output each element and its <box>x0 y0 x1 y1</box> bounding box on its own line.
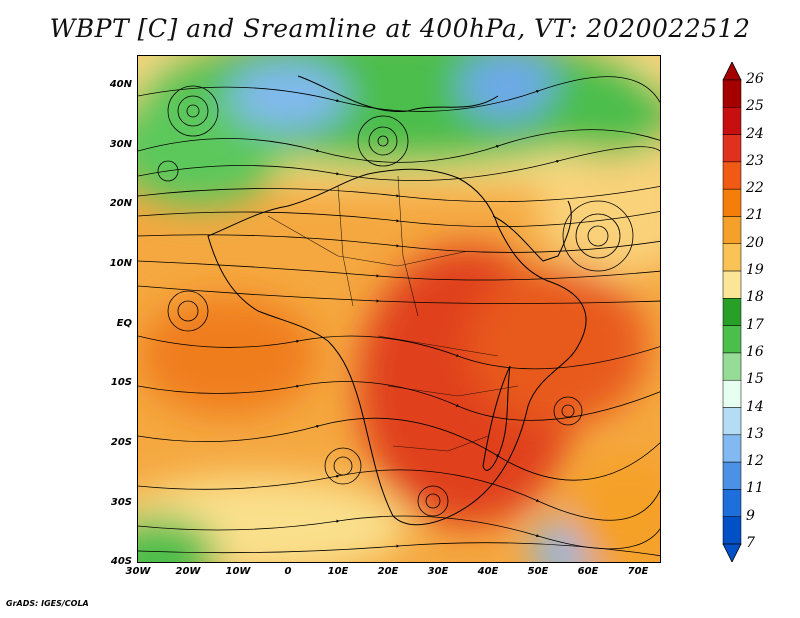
colorbar-segment <box>722 79 742 108</box>
lon-label-20w: 20W <box>175 566 201 577</box>
lon-label-70e: 70E <box>627 566 649 577</box>
map-panel <box>137 55 661 563</box>
colorbar-segment <box>722 516 742 545</box>
colorbar-level-label: 19 <box>746 262 764 279</box>
credit-text: GrADS: IGES/COLA <box>6 599 89 608</box>
lon-label-40e: 40E <box>477 566 499 577</box>
lon-label-60e: 60E <box>577 566 599 577</box>
colorbar-level-label: 15 <box>746 371 764 388</box>
colorbar-segment <box>722 161 742 190</box>
lat-label-eq: EQ <box>116 318 132 329</box>
colorbar-level-label: 18 <box>746 289 764 306</box>
colorbar-segment <box>722 407 742 436</box>
colorbar-level-label: 17 <box>746 316 764 333</box>
colorbar-level-label: 26 <box>746 71 764 87</box>
lon-label-0: 0 <box>284 566 292 577</box>
wbpt-shaded-field <box>138 56 660 562</box>
colorbar-segment <box>722 325 742 354</box>
lon-label-20e: 20E <box>377 566 399 577</box>
lon-label-50e: 50E <box>527 566 549 577</box>
lon-label-10e: 10E <box>327 566 349 577</box>
colorbar-segment <box>722 298 742 326</box>
colorbar <box>722 62 742 562</box>
colorbar-segment <box>722 243 742 272</box>
colorbar-segment <box>722 134 742 163</box>
lat-label-20s: 20S <box>110 437 132 448</box>
lon-label-30e: 30E <box>427 566 449 577</box>
colorbar-level-label: 7 <box>746 535 755 551</box>
colorbar-level-label: 16 <box>746 343 764 360</box>
lat-label-40s: 40S <box>110 556 132 567</box>
colorbar-level-label: 20 <box>746 234 764 251</box>
colorbar-level-label: 13 <box>746 425 764 442</box>
colorbar-segment <box>722 107 742 135</box>
colorbar-level-label: 25 <box>746 98 764 115</box>
map-title: WBPT [C] and Sreamline at 400hPa, VT: 20… <box>49 14 751 43</box>
lon-label-30w: 30W <box>125 566 151 577</box>
colorbar-segment <box>722 352 742 381</box>
map-canvas <box>138 56 660 562</box>
colorbar-segment <box>722 461 742 490</box>
lat-label-10s: 10S <box>110 377 132 388</box>
colorbar-level-label: 22 <box>746 180 764 197</box>
lat-label-30s: 30S <box>110 497 132 508</box>
lat-label-30n: 30N <box>109 139 132 150</box>
colorbar-level-label: 14 <box>746 398 764 415</box>
lat-label-40n: 40N <box>109 79 132 90</box>
colorbar-top-arrow <box>722 62 742 81</box>
colorbar-level-label: 9 <box>746 507 755 524</box>
colorbar-level-label: 21 <box>746 207 764 224</box>
colorbar-level-label: 24 <box>746 125 764 142</box>
lat-label-10n: 10N <box>109 258 132 269</box>
colorbar-segment <box>722 434 742 463</box>
colorbar-level-label: 12 <box>746 453 764 470</box>
colorbar-bottom-arrow <box>722 543 742 562</box>
colorbar-segment <box>722 379 742 408</box>
colorbar-segments <box>722 62 742 562</box>
colorbar-segment <box>722 216 742 245</box>
lon-label-10w: 10W <box>225 566 251 577</box>
colorbar-segment <box>722 489 742 517</box>
colorbar-level-label: 23 <box>746 152 764 169</box>
streamlines <box>138 76 660 557</box>
colorbar-level-label: 11 <box>746 480 764 497</box>
colorbar-segment <box>722 270 742 299</box>
vortices <box>157 85 634 517</box>
lat-label-20n: 20N <box>109 198 132 209</box>
colorbar-segment <box>722 188 742 217</box>
